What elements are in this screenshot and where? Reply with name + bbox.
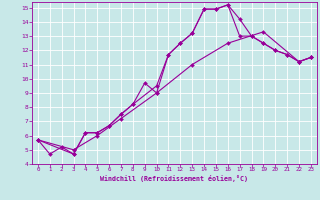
X-axis label: Windchill (Refroidissement éolien,°C): Windchill (Refroidissement éolien,°C) xyxy=(100,175,248,182)
